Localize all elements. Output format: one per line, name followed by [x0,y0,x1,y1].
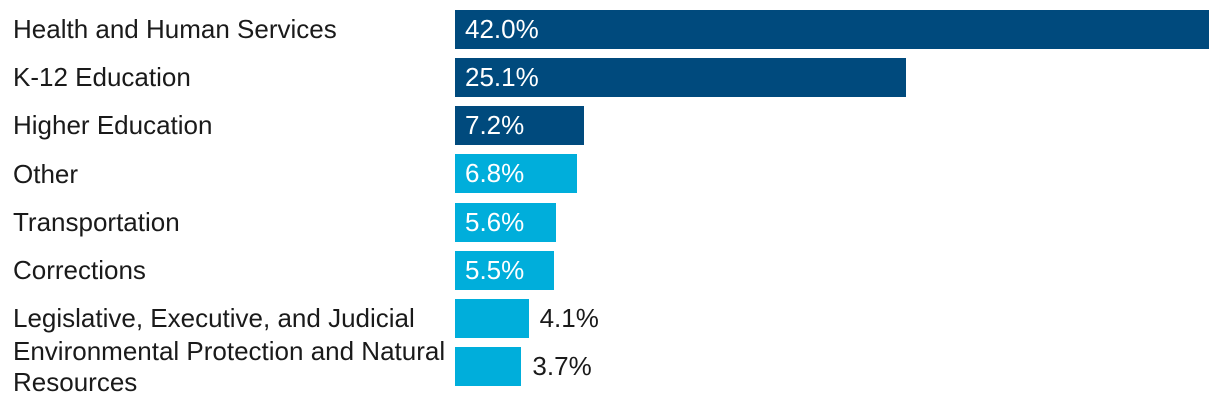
chart-row: Higher Education 7.2% [0,102,1220,150]
value-label: 3.7% [532,351,592,382]
chart-row: Health and Human Services 42.0% [0,5,1220,53]
bar-area: 25.1% [455,57,1220,97]
value-label: 5.6% [465,206,525,237]
category-label: K-12 Education [13,62,191,93]
bar: 5.6% [455,202,556,242]
category-label: Environmental Protection and Natural Res… [13,336,446,397]
bar-area: 42.0% [455,9,1220,49]
bar [455,347,522,387]
bar: 25.1% [455,57,906,97]
bar-area: 6.8% [455,154,1220,194]
category-label: Legislative, Executive, and Judicial [13,303,415,334]
chart-row: Corrections 5.5% [0,246,1220,294]
bar-area: 5.6% [455,202,1220,242]
category-label: Health and Human Services [13,13,337,44]
bar [455,299,529,339]
value-label: 7.2% [465,110,525,141]
value-label: 4.1% [539,303,599,334]
category-label: Other [13,158,79,189]
chart-row: Other 6.8% [0,150,1220,198]
chart-row: Transportation 5.6% [0,198,1220,246]
bar-area: 5.5% [455,250,1220,290]
category-label: Higher Education [13,110,213,141]
bar: 7.2% [455,106,585,146]
bar-area: 3.7% [455,347,1220,387]
category-label: Transportation [13,206,180,237]
bar-area: 4.1% [455,299,1220,339]
category-label: Corrections [13,255,146,286]
value-label: 42.0% [465,13,539,44]
value-label: 6.8% [465,158,525,189]
chart-row: Legislative, Executive, and Judicial 4.1% [0,295,1220,343]
chart-row: Environmental Protection and Natural Res… [0,336,1220,397]
value-label: 5.5% [465,254,525,285]
bar-area: 7.2% [455,106,1220,146]
chart-row: K-12 Education 25.1% [0,53,1220,101]
bar: 5.5% [455,250,554,290]
bar: 6.8% [455,154,578,194]
bar: 42.0% [455,9,1209,49]
value-label: 25.1% [465,61,539,92]
